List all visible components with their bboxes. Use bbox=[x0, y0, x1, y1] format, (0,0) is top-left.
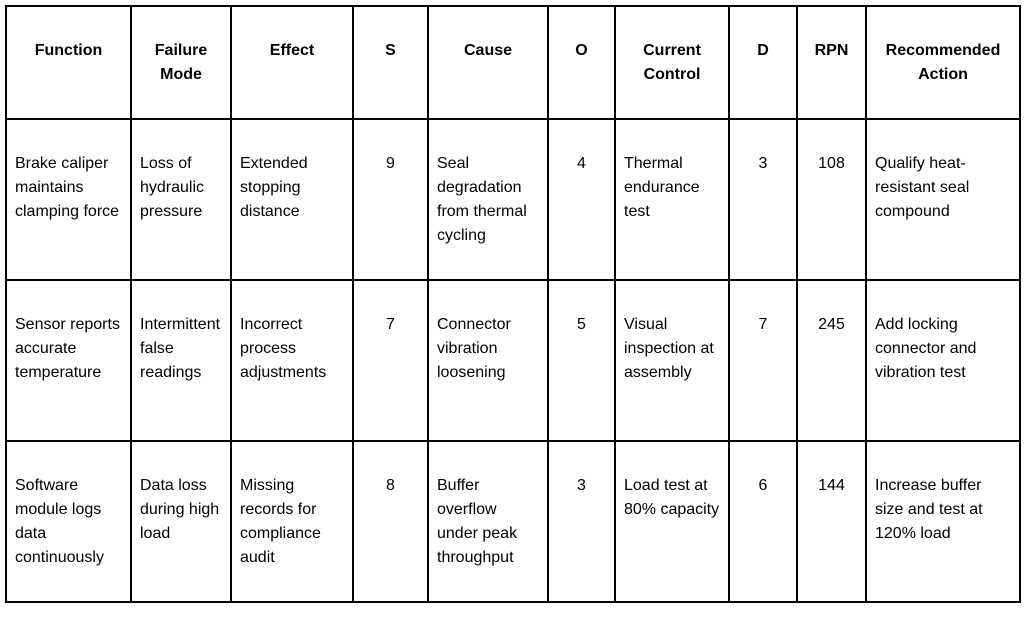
severity-value: 7 bbox=[386, 316, 395, 333]
column-header-label: O bbox=[575, 42, 588, 59]
severity-cell: 7 bbox=[352, 279, 429, 442]
recommended-action-cell: Qualify heat-resistant seal compound bbox=[865, 118, 1021, 281]
failure-mode-text: Intermittent false readings bbox=[140, 316, 221, 381]
occurrence-value: 5 bbox=[577, 316, 586, 333]
recommended-action-cell: Add locking connector and vibration test bbox=[865, 279, 1021, 442]
recommended-action-text: Qualify heat-resistant seal compound bbox=[875, 155, 970, 220]
effect-cell: Extended stopping distance bbox=[230, 118, 354, 281]
recommended-action-text: Add locking connector and vibration test bbox=[875, 316, 977, 381]
cause-cell: Seal degradation from thermal cycling bbox=[427, 118, 549, 281]
column-header-label: Function bbox=[34, 42, 103, 59]
rpn-cell: 108 bbox=[796, 118, 867, 281]
detection-cell: 3 bbox=[728, 118, 798, 281]
cause-text: Connector vibration loosening bbox=[437, 316, 511, 381]
occurrence-cell: 5 bbox=[547, 279, 616, 442]
function-text: Sensor reports accurate temperature bbox=[15, 316, 120, 381]
occurrence-cell: 3 bbox=[547, 440, 616, 603]
function-cell: Sensor reports accurate temperature bbox=[5, 279, 132, 442]
column-header-label: Recommended Action bbox=[885, 42, 1001, 83]
column-header-label: Effect bbox=[269, 42, 315, 59]
rpn-cell: 245 bbox=[796, 279, 867, 442]
current-control-cell: Thermal endurance test bbox=[614, 118, 730, 281]
occurrence-value: 3 bbox=[577, 477, 586, 494]
recommended-action-text: Increase buffer size and test at 120% lo… bbox=[875, 477, 983, 542]
effect-text: Extended stopping distance bbox=[240, 155, 308, 220]
severity-cell: 9 bbox=[352, 118, 429, 281]
severity-value: 8 bbox=[386, 477, 395, 494]
recommended-action-cell: Increase buffer size and test at 120% lo… bbox=[865, 440, 1021, 603]
cause-cell: Connector vibration loosening bbox=[427, 279, 549, 442]
severity-value: 9 bbox=[386, 155, 395, 172]
effect-cell: Incorrect process adjustments bbox=[230, 279, 354, 442]
function-cell: Software module logs data continuously bbox=[5, 440, 132, 603]
current-control-cell: Visual inspection at assembly bbox=[614, 279, 730, 442]
failure-mode-text: Loss of hydraulic pressure bbox=[140, 155, 205, 220]
cause-cell: Buffer overflow under peak throughput bbox=[427, 440, 549, 603]
column-header-current-control: Current Control bbox=[614, 5, 730, 120]
detection-cell: 7 bbox=[728, 279, 798, 442]
column-header-cause: Cause bbox=[427, 5, 549, 120]
column-header-function: Function bbox=[5, 5, 132, 120]
rpn-value: 144 bbox=[818, 477, 845, 494]
failure-mode-text: Data loss during high load bbox=[140, 477, 220, 542]
function-text: Software module logs data continuously bbox=[15, 477, 104, 566]
column-header-severity: S bbox=[352, 5, 429, 120]
table-row: Sensor reports accurate temperature Inte… bbox=[5, 279, 1021, 442]
failure-mode-cell: Loss of hydraulic pressure bbox=[130, 118, 232, 281]
table-row: Software module logs data continuously D… bbox=[5, 440, 1021, 603]
column-header-effect: Effect bbox=[230, 5, 354, 120]
effect-cell: Missing records for compliance audit bbox=[230, 440, 354, 603]
function-text: Brake caliper maintains clamping force bbox=[15, 155, 120, 220]
column-header-label: D bbox=[757, 42, 769, 59]
header-row: Function Failure Mode Effect S Cause O C… bbox=[5, 5, 1021, 120]
rpn-cell: 144 bbox=[796, 440, 867, 603]
effect-text: Incorrect process adjustments bbox=[240, 316, 327, 381]
effect-text: Missing records for compliance audit bbox=[240, 477, 321, 566]
column-header-occurrence: O bbox=[547, 5, 616, 120]
detection-cell: 6 bbox=[728, 440, 798, 603]
column-header-detection: D bbox=[728, 5, 798, 120]
column-header-label: RPN bbox=[814, 42, 849, 59]
current-control-text: Visual inspection at assembly bbox=[624, 316, 714, 381]
occurrence-cell: 4 bbox=[547, 118, 616, 281]
current-control-text: Thermal endurance test bbox=[624, 155, 700, 220]
rpn-value: 108 bbox=[818, 155, 845, 172]
current-control-cell: Load test at 80% capacity bbox=[614, 440, 730, 603]
cause-text: Buffer overflow under peak throughput bbox=[437, 477, 518, 566]
column-header-label: Current Control bbox=[643, 42, 701, 83]
table-row: Brake caliper maintains clamping force L… bbox=[5, 118, 1021, 281]
column-header-label: S bbox=[385, 42, 396, 59]
function-cell: Brake caliper maintains clamping force bbox=[5, 118, 132, 281]
current-control-text: Load test at 80% capacity bbox=[624, 477, 720, 518]
severity-cell: 8 bbox=[352, 440, 429, 603]
detection-value: 6 bbox=[758, 477, 768, 494]
fmea-table: Function Failure Mode Effect S Cause O C… bbox=[5, 5, 1021, 603]
failure-mode-cell: Intermittent false readings bbox=[130, 279, 232, 442]
detection-value: 3 bbox=[758, 155, 768, 172]
column-header-label: Failure Mode bbox=[154, 42, 208, 83]
failure-mode-cell: Data loss during high load bbox=[130, 440, 232, 603]
detection-value: 7 bbox=[758, 316, 768, 333]
column-header-recommended-action: Recommended Action bbox=[865, 5, 1021, 120]
rpn-value: 245 bbox=[818, 316, 845, 333]
cause-text: Seal degradation from thermal cycling bbox=[437, 155, 527, 244]
occurrence-value: 4 bbox=[577, 155, 586, 172]
column-header-rpn: RPN bbox=[796, 5, 867, 120]
column-header-failure-mode: Failure Mode bbox=[130, 5, 232, 120]
column-header-label: Cause bbox=[463, 42, 513, 59]
